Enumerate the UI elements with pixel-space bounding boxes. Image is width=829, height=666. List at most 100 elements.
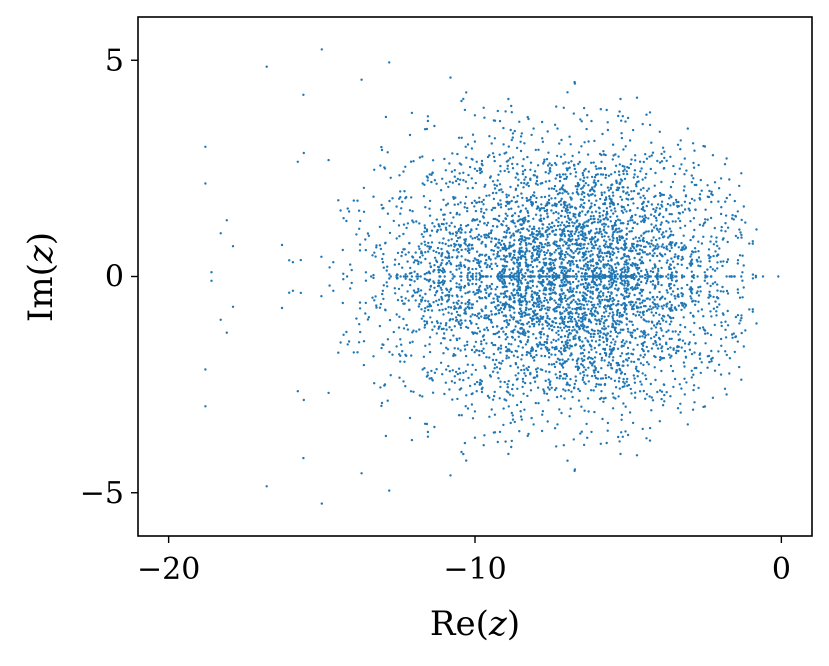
scatter-point	[648, 111, 652, 114]
scatter-point	[587, 351, 591, 354]
scatter-point	[555, 189, 558, 193]
scatter-point	[408, 416, 412, 420]
scatter-point	[606, 212, 609, 215]
scatter-point	[424, 257, 427, 261]
scatter-point	[611, 253, 614, 257]
scatter-point	[460, 228, 463, 231]
scatter-point	[715, 314, 718, 317]
scatter-point	[532, 325, 536, 328]
scatter-point	[504, 338, 507, 341]
scatter-point	[605, 339, 609, 343]
scatter-point	[710, 190, 713, 193]
scatter-point	[618, 387, 621, 390]
scatter-point	[571, 290, 574, 293]
scatter-point	[662, 334, 665, 338]
scatter-point	[645, 113, 648, 116]
scatter-point	[607, 325, 610, 328]
scatter-point	[690, 258, 694, 261]
scatter-point	[544, 319, 547, 323]
scatter-point	[742, 205, 745, 208]
scatter-point	[423, 326, 426, 329]
scatter-point	[447, 364, 450, 368]
scatter-point	[533, 227, 536, 231]
scatter-point	[477, 317, 481, 320]
scatter-point	[346, 343, 349, 346]
scatter-point	[569, 317, 573, 321]
scatter-point	[568, 306, 571, 309]
scatter-point	[504, 110, 507, 113]
scatter-point	[639, 362, 643, 365]
scatter-point	[475, 218, 479, 221]
scatter-point	[485, 253, 488, 256]
scatter-point	[498, 189, 501, 192]
scatter-point	[555, 105, 558, 108]
scatter-point	[612, 154, 615, 157]
scatter-point	[590, 119, 593, 123]
scatter-point	[526, 268, 529, 271]
scatter-point	[557, 303, 560, 306]
scatter-point	[640, 234, 643, 237]
scatter-point	[384, 434, 388, 438]
scatter-point	[433, 286, 436, 289]
scatter-point	[606, 332, 610, 335]
scatter-point	[613, 221, 617, 225]
scatter-point	[454, 234, 458, 237]
scatter-point	[555, 347, 558, 350]
scatter-point	[577, 234, 580, 238]
scatter-point	[523, 178, 526, 181]
scatter-point	[521, 254, 524, 257]
scatter-point	[445, 263, 448, 266]
scatter-point	[499, 292, 503, 295]
scatter-point	[541, 368, 544, 372]
scatter-point	[652, 254, 655, 258]
scatter-point	[492, 155, 496, 159]
scatter-point	[482, 444, 485, 447]
scatter-point	[632, 312, 635, 316]
scatter-point	[712, 295, 715, 299]
scatter-point	[620, 209, 623, 213]
scatter-point	[654, 333, 658, 337]
scatter-point	[561, 366, 565, 369]
scatter-point	[553, 325, 556, 329]
scatter-point	[496, 297, 499, 301]
scatter-point	[445, 287, 448, 290]
scatter-point	[569, 282, 572, 286]
scatter-point	[648, 155, 651, 158]
scatter-point	[545, 392, 549, 395]
scatter-point	[576, 185, 579, 188]
scatter-point	[653, 252, 656, 255]
scatter-point	[499, 258, 503, 261]
scatter-point	[598, 322, 602, 326]
scatter-point	[411, 219, 414, 222]
scatter-point	[499, 351, 502, 354]
scatter-point	[584, 281, 587, 285]
scatter-point	[645, 282, 648, 285]
scatter-point	[641, 122, 644, 126]
scatter-point	[671, 260, 675, 263]
scatter-point	[460, 319, 463, 322]
scatter-point	[654, 311, 658, 315]
scatter-point	[674, 330, 677, 333]
scatter-point	[571, 312, 574, 315]
scatter-point	[558, 322, 562, 325]
scatter-point	[608, 283, 611, 286]
scatter-point	[472, 259, 475, 263]
scatter-point	[656, 303, 659, 306]
scatter-point	[473, 383, 477, 386]
scatter-point	[618, 331, 622, 334]
scatter-point	[699, 290, 702, 293]
scatter-point	[629, 341, 632, 344]
scatter-point	[541, 323, 544, 326]
scatter-point	[549, 292, 552, 295]
scatter-point	[656, 347, 660, 350]
scatter-point	[748, 308, 751, 311]
scatter-point	[683, 244, 686, 247]
scatter-point	[527, 365, 530, 369]
scatter-point	[498, 214, 501, 218]
scatter-point	[502, 268, 505, 271]
scatter-point	[428, 377, 431, 380]
scatter-point	[527, 117, 530, 121]
scatter-point	[580, 145, 583, 148]
scatter-point	[673, 294, 676, 298]
scatter-point	[668, 243, 671, 246]
